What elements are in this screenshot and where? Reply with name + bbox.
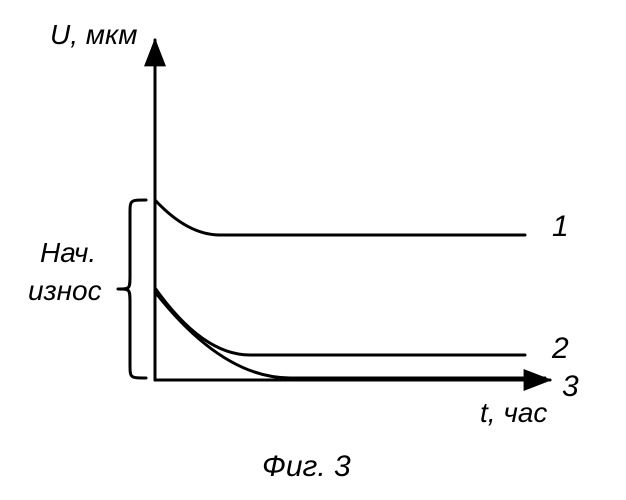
plot-svg [0, 0, 626, 500]
curve-1 [155, 200, 525, 235]
figure-3: U, мкм Нач. износ 1 2 3 t, час Фиг. 3 [0, 0, 626, 500]
brace [118, 200, 146, 378]
axes [144, 38, 552, 391]
wear-curves [155, 200, 545, 378]
curve-3 [155, 292, 545, 378]
curve-2 [155, 288, 525, 355]
